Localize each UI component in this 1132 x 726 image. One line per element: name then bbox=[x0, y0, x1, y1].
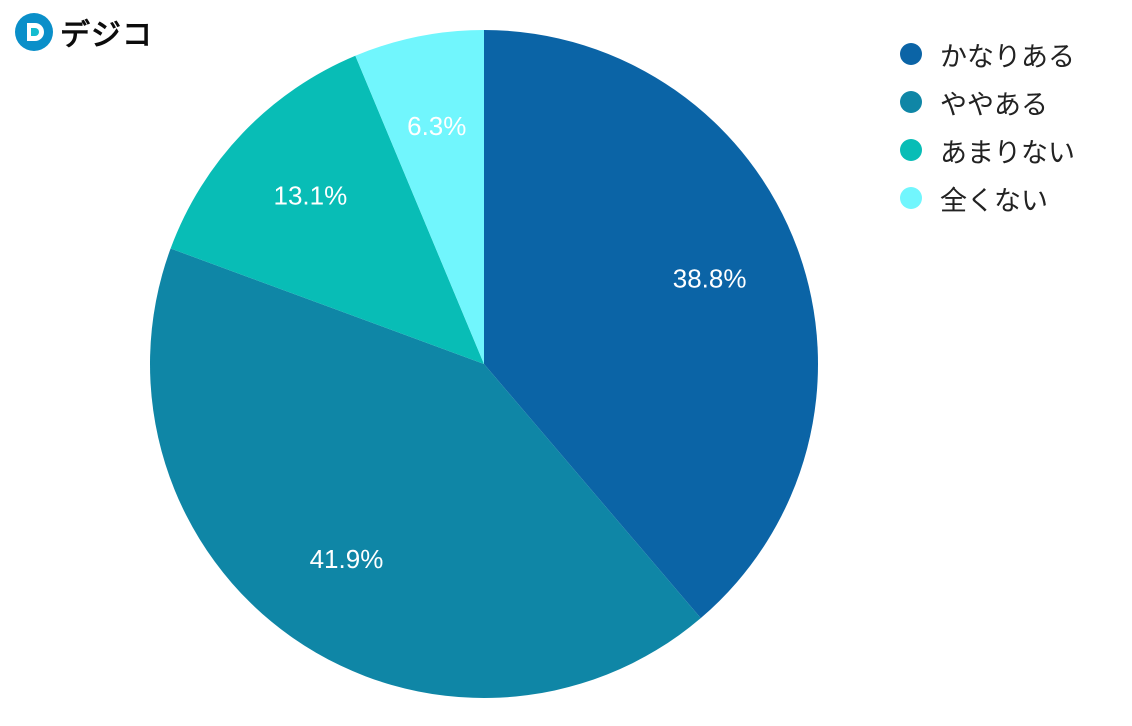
legend-label: ややある bbox=[940, 89, 1048, 121]
brand-name: デジコ bbox=[60, 18, 153, 53]
chart-legend: かなりある ややある あまりない 全くない bbox=[900, 30, 1075, 222]
legend-swatch-icon bbox=[900, 91, 922, 113]
legend-item: あまりない bbox=[900, 126, 1075, 174]
slice-value-label: 41.9% bbox=[310, 544, 384, 574]
legend-swatch-icon bbox=[900, 187, 922, 209]
slice-value-label: 13.1% bbox=[274, 180, 348, 210]
slice-value-label: 6.3% bbox=[407, 111, 466, 141]
pie-slice-1 bbox=[484, 30, 819, 619]
slice-value-label: 38.8% bbox=[673, 264, 747, 294]
legend-item: ややある bbox=[900, 78, 1075, 126]
legend-label: あまりない bbox=[940, 137, 1075, 169]
digico-logo-icon bbox=[15, 13, 53, 51]
legend-swatch-icon bbox=[900, 139, 922, 161]
pie-slice-3 bbox=[170, 55, 484, 365]
pie-slice-4 bbox=[355, 30, 484, 364]
legend-label: 全くない bbox=[940, 185, 1048, 217]
legend-swatch-icon bbox=[900, 43, 922, 65]
legend-item: かなりある bbox=[900, 30, 1075, 78]
legend-item: 全くない bbox=[900, 174, 1075, 222]
legend-label: かなりある bbox=[940, 41, 1075, 73]
brand-logo: デジコ bbox=[14, 12, 153, 53]
pie-slice-2 bbox=[149, 248, 701, 699]
